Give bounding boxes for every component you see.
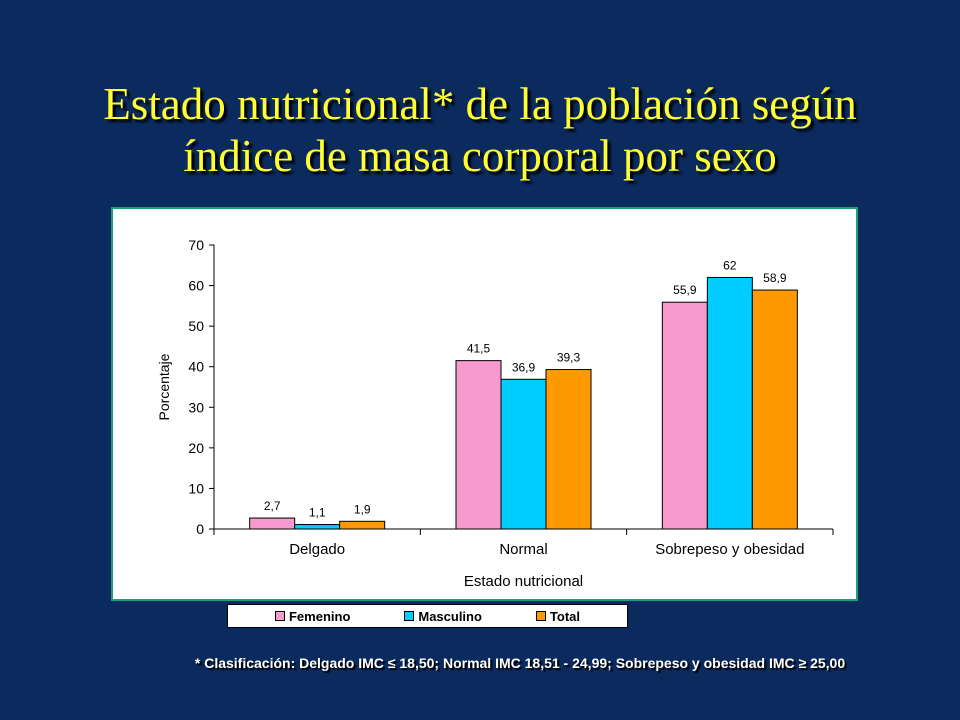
bar-value-label: 2,7 <box>264 499 281 513</box>
legend-swatch <box>404 611 415 621</box>
chart-panel: 0 10 20 30 40 50 60 70 Porcentaje 2,7 1,1 1,9 Delgad… <box>111 207 858 601</box>
legend-swatch <box>535 611 546 621</box>
bar-value-label: 55,9 <box>673 283 697 297</box>
bar-value-label: 39,3 <box>557 351 581 365</box>
legend-label: Femenino <box>288 608 351 624</box>
footnote: * Clasificación: Delgado IMC ≤ 18,50; No… <box>194 655 846 671</box>
y-tick-label: 10 <box>188 480 204 496</box>
legend-item-femenino: Femenino <box>274 608 351 624</box>
bar-femenino <box>661 301 708 530</box>
bar-total <box>339 520 386 530</box>
bar-masculino <box>294 524 341 530</box>
slide-title: Estado nutricional* de la población segú… <box>40 78 920 182</box>
bar-masculino <box>500 378 547 530</box>
legend-item-total: Total <box>535 608 580 624</box>
legend-swatch <box>274 611 285 621</box>
x-axis-title: Estado nutricional <box>464 573 583 590</box>
chart-legend: Femenino Masculino Total <box>227 604 628 628</box>
bar-femenino <box>455 360 502 530</box>
bar-femenino <box>249 517 296 530</box>
y-tick-label: 70 <box>188 237 204 253</box>
legend-item-masculino: Masculino <box>404 609 482 624</box>
slide-title-line-2: índice de masa corporal por sexo <box>183 131 777 181</box>
bar-value-label: 1,1 <box>309 506 326 520</box>
bar-total <box>751 289 798 530</box>
y-tick-label: 50 <box>188 318 204 334</box>
bar-value-label: 58,9 <box>763 271 787 285</box>
y-tick-label: 40 <box>188 359 204 375</box>
y-tick-label: 30 <box>188 399 204 415</box>
bar-chart: 0 10 20 30 40 50 60 70 Porcentaje 2,7 1,1 1,9 Delgad… <box>156 237 834 590</box>
bar-value-label: 62 <box>723 258 737 272</box>
x-tick-label: Delgado <box>289 541 345 558</box>
legend-label: Total <box>549 608 580 624</box>
x-tick-label: Normal <box>499 541 547 558</box>
y-tick-label: 0 <box>196 521 204 537</box>
slide-title-line-1: Estado nutricional* de la población segú… <box>103 79 857 129</box>
bar-value-label: 36,9 <box>512 360 536 374</box>
y-tick-label: 20 <box>188 440 204 456</box>
bar-value-label: 41,5 <box>467 342 491 356</box>
bar-masculino <box>706 276 753 530</box>
y-tick-label: 60 <box>188 278 204 294</box>
bar-value-label: 1,9 <box>354 502 371 516</box>
x-tick-label: Sobrepeso y obesidad <box>655 541 804 558</box>
bar-total <box>545 369 592 530</box>
legend-label: Masculino <box>418 608 482 624</box>
y-axis-title: Porcentaje <box>156 353 172 420</box>
